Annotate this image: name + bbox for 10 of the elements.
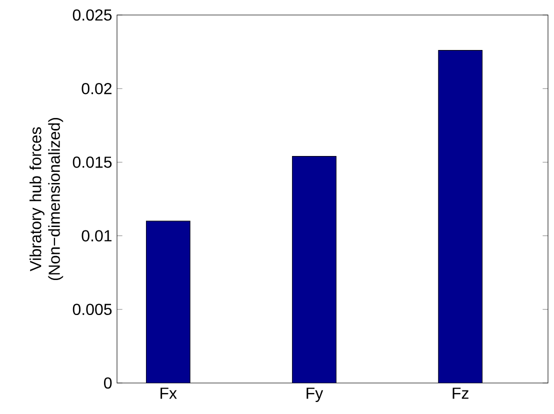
y-tick-label: 0.02 <box>82 82 112 94</box>
y-tick-label: 0.005 <box>72 304 112 316</box>
x-tick-label: Fx <box>160 388 177 399</box>
y-tick-label: 0.025 <box>72 9 112 21</box>
x-tick-label: Fz <box>452 388 468 399</box>
y-axis-title: Vibratory hub forces (Non−dimensionalized) <box>30 118 64 280</box>
y-tick-label: 0.01 <box>82 230 112 242</box>
y-tick-label: 0.015 <box>72 156 112 168</box>
x-tick-label: Fy <box>306 388 324 402</box>
y-tick-label: 0 <box>104 377 112 389</box>
